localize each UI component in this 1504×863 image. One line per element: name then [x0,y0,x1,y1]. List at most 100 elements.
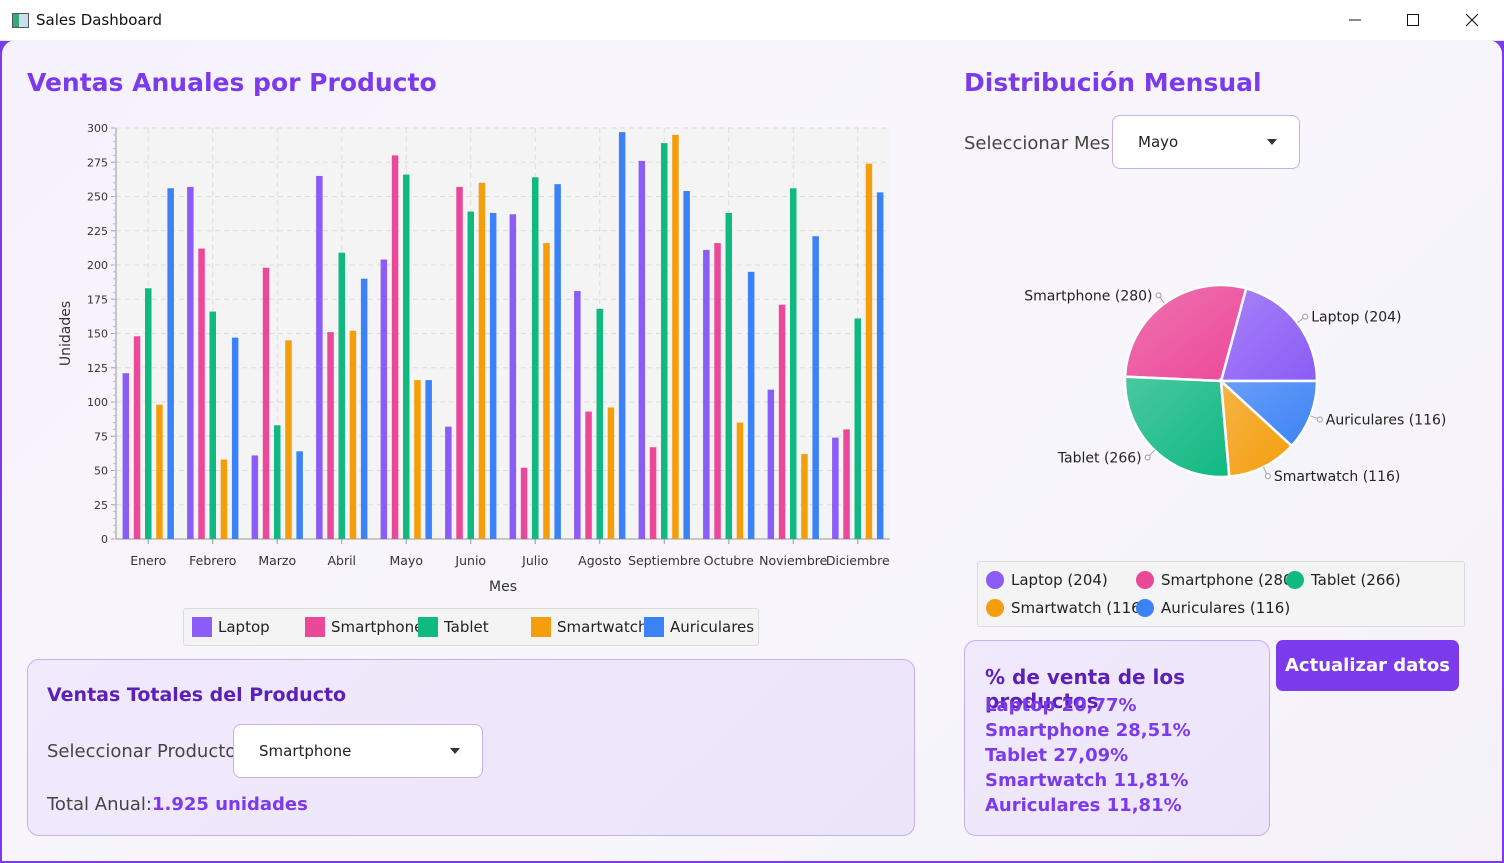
x-tick-label: Junio [454,553,486,568]
main-content: Ventas Anuales por Producto Distribución… [2,40,1502,861]
minimize-icon [1349,19,1361,21]
pie-leader-dot [1316,416,1323,423]
bar-tablet [145,288,152,539]
minimize-button[interactable] [1326,0,1384,40]
close-icon [1465,13,1479,27]
legend-item-smartphone: Smartphone (280) [1136,571,1298,589]
bar-smartphone [843,429,850,539]
bar-laptop [832,437,839,539]
pie-leader-dot [1302,313,1309,320]
bar-tablet [403,174,410,539]
bar-smartwatch [736,422,744,539]
bar-chart-legend: Laptop Smartphone Tablet Smartwatch Auri… [183,608,759,646]
legend-label: Laptop [218,618,270,636]
legend-item-laptop: Laptop [192,617,270,637]
x-tick-label: Enero [130,553,166,568]
bar-smartwatch [672,134,679,539]
pie-label: Smartwatch (116) [1274,469,1401,485]
legend-label: Smartwatch (116) [1011,599,1147,617]
percent-line-smartwatch: Smartwatch 11,81% [985,770,1189,791]
percent-line-tablet: Tablet 27,09% [985,745,1129,766]
bar-laptop [251,455,259,539]
bar-smartphone [649,447,657,539]
percent-card: % de venta de los productos Laptop 20,77… [964,640,1270,836]
window-title: Sales Dashboard [36,11,163,29]
x-tick-label: Octubre [704,553,754,568]
y-tick-label: 175 [87,293,108,306]
y-tick-label: 50 [94,465,108,478]
legend-dot [1136,571,1154,589]
y-tick-label: 0 [101,533,108,546]
product-select-value: Smartphone [259,742,352,760]
bar-smartphone [520,467,528,539]
pie-chart: Laptop (204) Smartphone (280) Tablet (266)… [1024,283,1447,485]
legend-item-tablet: Tablet [418,617,489,637]
bar-laptop [767,389,775,539]
bar-laptop [509,214,517,539]
legend-label: Auriculares (116) [1161,599,1291,617]
month-select[interactable]: Mayo [1112,115,1300,169]
bar-auriculares [812,236,819,540]
bar-smartphone [585,411,592,539]
bar-tablet [725,212,732,539]
bar-smartphone [391,155,399,539]
legend-label: Laptop (204) [1011,571,1108,589]
maximize-button[interactable] [1384,0,1442,40]
bar-auriculares [231,337,239,539]
bar-smartwatch [543,243,550,539]
legend-label: Smartphone (280) [1161,571,1299,589]
pie-label: Laptop (204) [1311,310,1401,326]
update-data-button[interactable]: Actualizar datos [1276,640,1459,691]
pie-leader-dot [1155,292,1162,299]
bar-auriculares [747,271,755,539]
legend-swatch [644,617,664,637]
y-tick-label: 225 [87,225,108,238]
bar-tablet [532,177,539,539]
bar-smartphone [714,243,721,539]
bar-auriculares [554,184,561,540]
bar-auriculares [360,278,368,539]
legend-item-smartwatch: Smartwatch (116) [986,599,1147,617]
legend-swatch [418,617,438,637]
pie-label: Smartphone (280) [1024,288,1152,304]
legend-item-smartphone: Smartphone [305,617,423,637]
legend-dot [1136,599,1154,617]
legend-item-auriculares: Auriculares [644,617,754,637]
product-select[interactable]: Smartphone [233,724,483,778]
pie-chart-legend: Laptop (204) Smartphone (280) Tablet (26… [977,561,1465,627]
legend-label: Auriculares [670,618,755,636]
chevron-down-icon [450,748,460,754]
bar-tablet [467,211,474,539]
bar-auriculares [683,191,690,539]
product-select-label: Seleccionar Producto: [47,741,243,762]
x-tick-label: Noviembre [759,553,828,568]
bar-smartwatch [801,454,808,539]
bar-smartwatch [414,380,421,539]
x-tick-label: Agosto [578,553,621,568]
legend-label: Smartwatch [557,618,648,636]
legend-item-tablet: Tablet (266) [1286,571,1401,589]
bar-smartphone [262,267,270,539]
bar-laptop [316,175,323,539]
y-tick-label: 250 [87,191,108,204]
bar-auriculares [876,192,884,539]
bar-laptop [638,160,646,539]
bar-laptop [122,373,130,539]
bar-laptop [445,426,452,539]
pie-label: Auriculares (116) [1326,412,1447,428]
percent-card-title: % de venta de los productos [985,665,1186,713]
y-tick-label: 125 [87,362,108,375]
close-button[interactable] [1443,0,1501,40]
bar-tablet [274,425,281,539]
x-tick-label: Septiembre [628,553,701,568]
x-tick-label: Mayo [390,553,424,568]
pie-slice-smartwatch [1219,377,1294,478]
bar-chart: 0 25 50 75 100 125 150 175 200 225 250 275 300 Enero F… [58,122,890,595]
bar-laptop [703,249,710,539]
bar-smartphone [198,248,205,539]
bar-smartwatch [220,459,228,539]
bar-chart-title: Ventas Anuales por Producto [27,68,437,97]
bar-smartwatch [478,182,486,540]
percent-line-laptop: Laptop 20,77% [985,695,1137,716]
